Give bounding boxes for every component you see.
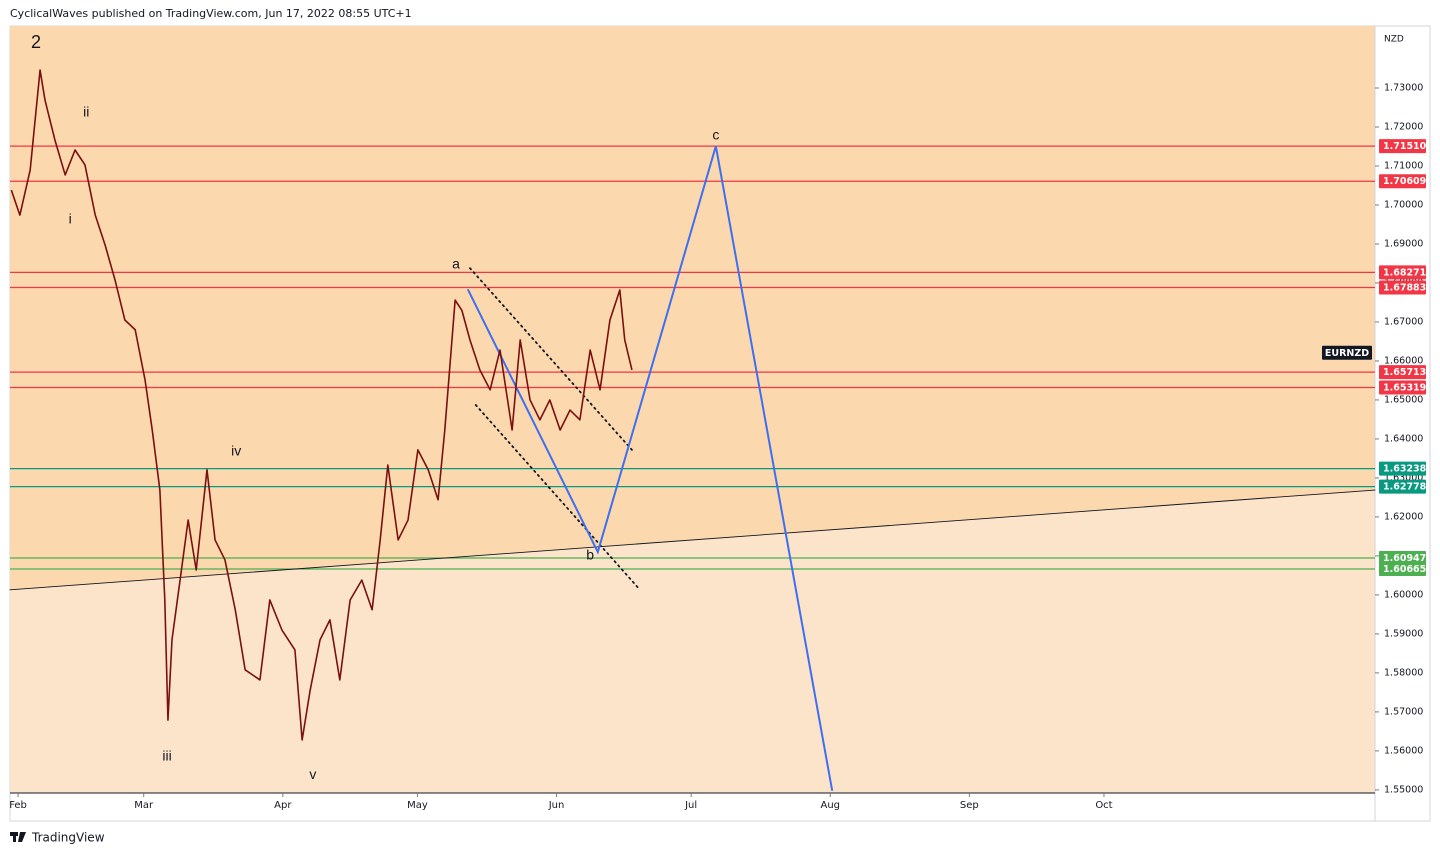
x-tick-label: Feb [9, 800, 27, 811]
level-label-box [1379, 479, 1426, 494]
x-tick-label: Jun [548, 800, 565, 811]
y-tick-label: 1.72000 [1384, 121, 1423, 132]
wave-label: a [452, 256, 460, 272]
level-label-box [1379, 139, 1426, 154]
trend-line [467, 145, 834, 791]
y-tick-label: 1.71000 [1384, 160, 1423, 171]
tv-logo [10, 832, 26, 842]
y-tick-label: 1.60000 [1384, 589, 1423, 600]
y-tick-label: 1.58000 [1384, 667, 1423, 678]
y-tick-label: 1.73000 [1384, 82, 1423, 93]
x-tick-label: Mar [134, 800, 154, 811]
y-tick-label: 1.59000 [1384, 628, 1423, 639]
level-label: 1.65713 [1383, 367, 1426, 378]
y-tick-label: 1.64000 [1384, 433, 1423, 444]
symbol-tag: EURNZD [1325, 348, 1369, 359]
upper-zone [10, 26, 1375, 590]
level-label: 1.71510 [1383, 141, 1427, 152]
x-tick-label: Oct [1095, 800, 1112, 811]
wave-label: c [712, 127, 719, 143]
channel-line [469, 267, 633, 451]
wave-label: i [69, 211, 72, 227]
level-label: 1.63238 [1383, 464, 1427, 475]
wave-label: iii [162, 747, 171, 763]
level-label: 1.68271 [1383, 267, 1426, 278]
y-tick-label: 1.55000 [1384, 784, 1423, 795]
y-tick-label: 1.63000 [1384, 472, 1423, 483]
y-tick-label: 1.62000 [1384, 511, 1423, 522]
level-label: 1.62778 [1383, 482, 1427, 493]
y-tick-label: 1.57000 [1384, 706, 1423, 717]
level-label-box [1379, 265, 1426, 280]
y-tick-label: 1.65000 [1384, 394, 1423, 405]
x-tick-label: Sep [960, 800, 979, 811]
wave-label: 2 [31, 32, 41, 52]
level-label: 1.60947 [1383, 553, 1426, 564]
level-label-box [1379, 461, 1426, 476]
y-tick-label: 1.69000 [1384, 238, 1423, 249]
wave-label: ii [83, 104, 89, 120]
x-tick-label: Apr [274, 800, 292, 811]
level-label: 1.70609 [1383, 176, 1426, 187]
y-tick-label: 1.67000 [1384, 316, 1423, 327]
footer: TradingView [31, 831, 105, 845]
currency: NZD [1384, 35, 1404, 45]
price-line [10, 69, 633, 741]
level-label: 1.65319 [1383, 383, 1426, 394]
wave-label: iv [231, 443, 241, 459]
x-tick-label: Jul [684, 800, 697, 811]
level-label-box [1379, 550, 1426, 565]
y-tick-label: 1.66000 [1384, 355, 1423, 366]
level-label-box [1379, 380, 1426, 395]
x-tick-label: May [407, 800, 428, 811]
x-tick-label: Aug [820, 800, 840, 811]
level-label-box [1379, 561, 1426, 576]
level-label: 1.67883 [1383, 283, 1426, 294]
header: CyclicalWaves published on TradingView.c… [10, 7, 412, 20]
level-label-box [1379, 174, 1426, 189]
symbol-tag-box [1322, 345, 1372, 360]
y-tick-label: 1.70000 [1384, 199, 1423, 210]
level-label-box [1379, 280, 1426, 295]
level-label: 1.60665 [1383, 564, 1426, 575]
y-tick-label: 1.56000 [1384, 745, 1423, 756]
level-label-box [1379, 365, 1426, 380]
trend-line [9, 489, 1376, 591]
wave-label: b [586, 547, 594, 563]
wave-label: v [309, 766, 316, 782]
